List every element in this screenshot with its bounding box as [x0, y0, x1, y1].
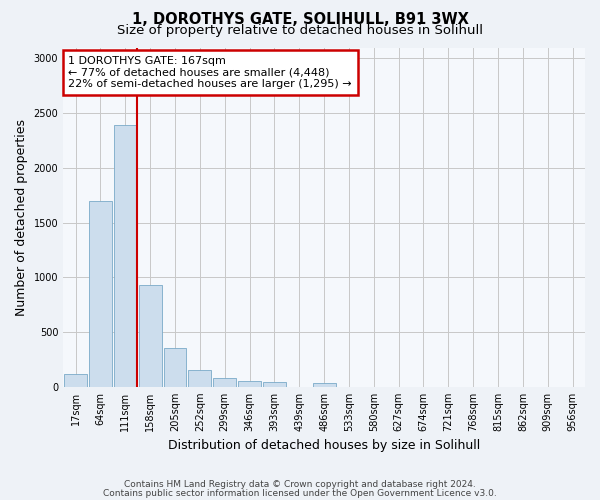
Bar — [213, 378, 236, 387]
Bar — [114, 125, 137, 387]
Bar — [164, 348, 187, 387]
Text: Size of property relative to detached houses in Solihull: Size of property relative to detached ho… — [117, 24, 483, 37]
X-axis label: Distribution of detached houses by size in Solihull: Distribution of detached houses by size … — [168, 440, 480, 452]
Bar — [313, 383, 335, 387]
Bar — [188, 370, 211, 387]
Text: 1, DOROTHYS GATE, SOLIHULL, B91 3WX: 1, DOROTHYS GATE, SOLIHULL, B91 3WX — [131, 12, 469, 26]
Y-axis label: Number of detached properties: Number of detached properties — [15, 118, 28, 316]
Bar — [64, 374, 87, 387]
Bar — [139, 285, 161, 387]
Text: Contains public sector information licensed under the Open Government Licence v3: Contains public sector information licen… — [103, 488, 497, 498]
Bar — [238, 381, 261, 387]
Bar — [263, 382, 286, 387]
Text: 1 DOROTHYS GATE: 167sqm
← 77% of detached houses are smaller (4,448)
22% of semi: 1 DOROTHYS GATE: 167sqm ← 77% of detache… — [68, 56, 352, 89]
Text: Contains HM Land Registry data © Crown copyright and database right 2024.: Contains HM Land Registry data © Crown c… — [124, 480, 476, 489]
Bar — [89, 200, 112, 387]
